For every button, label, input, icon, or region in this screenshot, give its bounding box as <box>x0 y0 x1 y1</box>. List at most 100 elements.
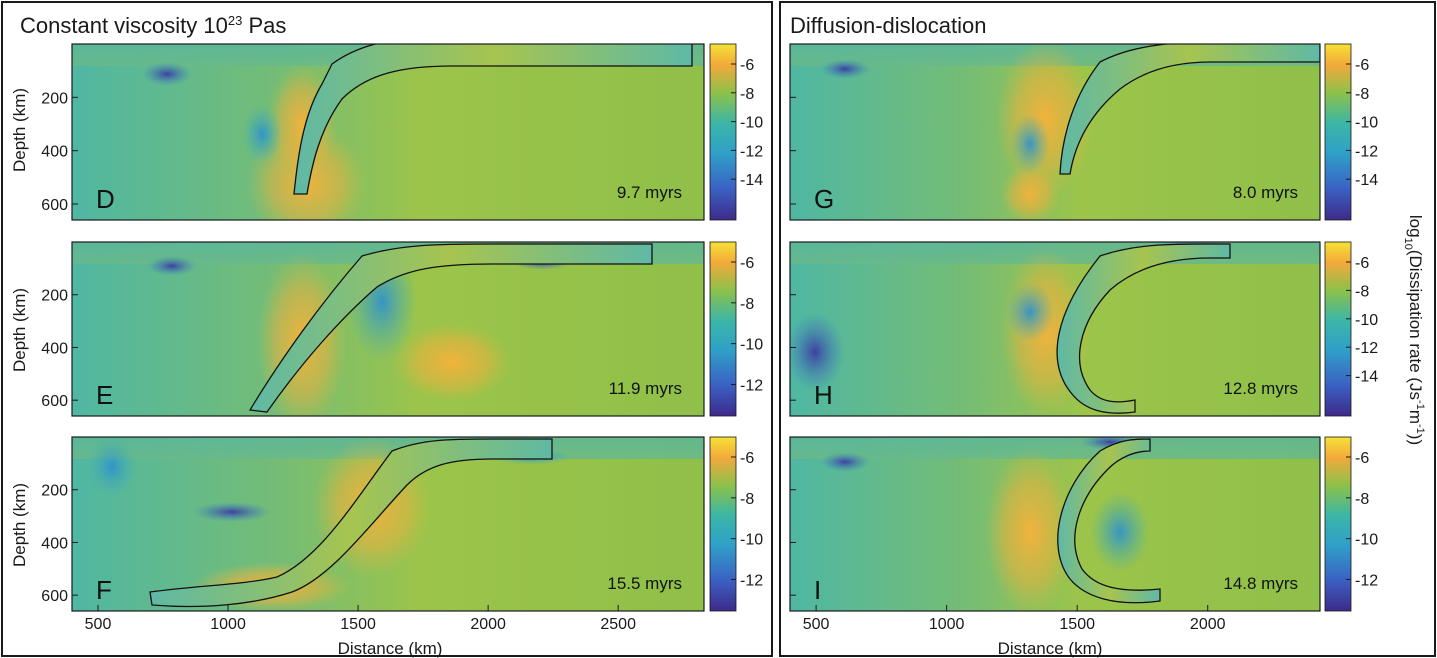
panel-d-frame <box>71 43 705 221</box>
colorbar-h-tick-label-4: -14 <box>1355 369 1378 386</box>
panel-h: H 12.8 myrs -6 -8 -10 -12 -14 <box>789 241 1378 417</box>
left-xtick-label-1: 1000 <box>210 616 246 633</box>
panel-e-frame <box>71 241 705 417</box>
colorbar-h-tick-label-0: -6 <box>1355 255 1369 272</box>
colorbar-h-tick-label-1: -8 <box>1355 283 1369 300</box>
panel-e-hot-zone-1 <box>392 322 512 402</box>
ytick-label-d-2: 600 <box>41 197 68 214</box>
panel-g-time: 8.0 myrs <box>1233 183 1298 202</box>
panel-h-time: 12.8 myrs <box>1223 379 1298 398</box>
ytick-label-f-1: 400 <box>41 535 68 552</box>
colorbar-h <box>1324 241 1352 417</box>
panel-h-letter: H <box>814 380 833 410</box>
panel-f-time: 15.5 myrs <box>607 574 682 593</box>
panel-d-time: 9.7 myrs <box>617 183 682 202</box>
panel-f-letter: F <box>96 575 112 605</box>
panel-h-cool-zone-0 <box>790 312 845 392</box>
colorbar-i-tick-label-1: -8 <box>1355 491 1369 508</box>
colorbar-d <box>709 43 737 221</box>
panel-e-cool-zone-0 <box>147 256 197 276</box>
colorbar-d-tick-label-0: -6 <box>740 57 754 74</box>
colorbar-d-tick-label-3: -12 <box>740 143 763 160</box>
panel-e-slab-outline <box>248 243 653 413</box>
right-xtick-label-1: 1000 <box>929 616 965 633</box>
left-xtick-label-2: 1500 <box>340 616 376 633</box>
left-title: Constant viscosity 1023 Pas <box>20 13 286 38</box>
ytick-label-d-0: 200 <box>41 90 68 107</box>
left-xtick-label-0: 500 <box>85 616 112 633</box>
panel-g-frame <box>789 43 1321 221</box>
panel-d-letter: D <box>96 184 115 214</box>
panel-f-cool-zone-0 <box>192 502 272 522</box>
colorbar-g-tick-label-3: -12 <box>1355 143 1378 160</box>
right-title: Diffusion-dislocation <box>790 13 986 38</box>
colorbar-e-tick-label-3: -12 <box>740 377 763 394</box>
panel-g-letter: G <box>814 184 834 214</box>
panel-g-hot-zone-1 <box>1000 164 1060 220</box>
panel-e-letter: E <box>96 380 113 410</box>
panel-h-slab-outline <box>1056 243 1231 414</box>
right-xtick-label-3: 2000 <box>1190 616 1226 633</box>
colorbar-g-tick-label-2: -10 <box>1355 115 1378 132</box>
panel-f: F 15.5 myrs -6 -8 -10 -12 <box>71 436 763 612</box>
xlabel-left: Distance (km) <box>338 639 443 658</box>
ylabel-e: Depth (km) <box>10 288 29 372</box>
ytick-label-e-0: 200 <box>41 288 68 305</box>
colorbar-f <box>709 436 737 612</box>
panel-g-slab-outline <box>1059 44 1320 175</box>
left-xtick-label-3: 2000 <box>470 616 506 633</box>
ytick-label-d-1: 400 <box>41 144 68 161</box>
colorbar-d-tick-label-2: -10 <box>740 115 763 132</box>
colorbar-f-tick-label-0: -6 <box>740 450 754 467</box>
panel-i-slab-outline <box>1057 438 1161 604</box>
left-xtick-label-4: 2500 <box>600 616 636 633</box>
colorbar-f-tick-label-3: -12 <box>740 572 763 589</box>
ytick-label-f-2: 600 <box>41 588 68 605</box>
panel-i-letter: I <box>814 575 821 605</box>
panel-i: I 14.8 myrs -6 -8 -10 -12 <box>789 436 1378 612</box>
colorbar-g-tick-label-1: -8 <box>1355 86 1369 103</box>
colorbar-e <box>709 241 737 417</box>
ytick-label-f-0: 200 <box>41 483 68 500</box>
right-figure-frame <box>779 1 1436 657</box>
panel-d-cool-zone-0 <box>142 62 192 86</box>
panel-h-cool-zone-2 <box>1005 282 1055 342</box>
left-figure-frame <box>1 1 773 657</box>
colorbar-label: log10(Dissipation rate (Js-1m-1)) <box>1402 215 1426 445</box>
ytick-label-e-1: 400 <box>41 340 68 357</box>
panel-i-hot-zone-0 <box>985 447 1075 611</box>
right-xtick-label-0: 500 <box>803 616 830 633</box>
panel-i-cool-zone-0 <box>820 452 870 472</box>
panel-i-cool-zone-2 <box>1090 492 1150 572</box>
colorbar-i-tick-label-2: -10 <box>1355 532 1378 549</box>
colorbar-d-tick-label-1: -8 <box>740 86 754 103</box>
colorbar-g-tick-label-4: -14 <box>1355 172 1378 189</box>
panel-f-cool-zone-2 <box>87 437 137 497</box>
panel-h-frame <box>789 241 1321 417</box>
left-title-main: Constant viscosity 10 <box>20 13 228 38</box>
panel-e: E 11.9 myrs -6 -8 -10 -12 <box>71 241 763 417</box>
left-title-sup: 23 <box>228 13 242 28</box>
left-title-unit: Pas <box>242 13 286 38</box>
panel-f-slab-outline <box>149 438 553 608</box>
panel-g: G 8.0 myrs -6 -8 -10 -12 -14 <box>789 43 1378 221</box>
colorbar-g-tick-label-0: -6 <box>1355 57 1369 74</box>
colorbar-f-tick-label-1: -8 <box>740 491 754 508</box>
colorbar-g <box>1324 43 1352 221</box>
ylabel-f: Depth (km) <box>10 483 29 567</box>
colorbar-h-tick-label-2: -10 <box>1355 312 1378 329</box>
right-xtick-label-2: 1500 <box>1059 616 1095 633</box>
ylabel-d: Depth (km) <box>10 88 29 172</box>
panel-d: D 9.7 myrs -6 -8 -10 -12 -14 <box>71 43 763 221</box>
colorbar-d-tick-label-4: -14 <box>740 172 763 189</box>
colorbar-i <box>1324 436 1352 612</box>
panel-e-time: 11.9 myrs <box>609 379 682 398</box>
panel-g-cool-zone-0 <box>820 59 870 79</box>
panel-i-lithosphere <box>790 437 1320 459</box>
panel-d-cool-zone-2 <box>242 104 282 164</box>
panel-f-frame <box>71 436 705 612</box>
panel-i-time: 14.8 myrs <box>1223 574 1298 593</box>
panel-i-frame <box>789 436 1321 612</box>
ytick-label-e-2: 600 <box>41 393 68 410</box>
